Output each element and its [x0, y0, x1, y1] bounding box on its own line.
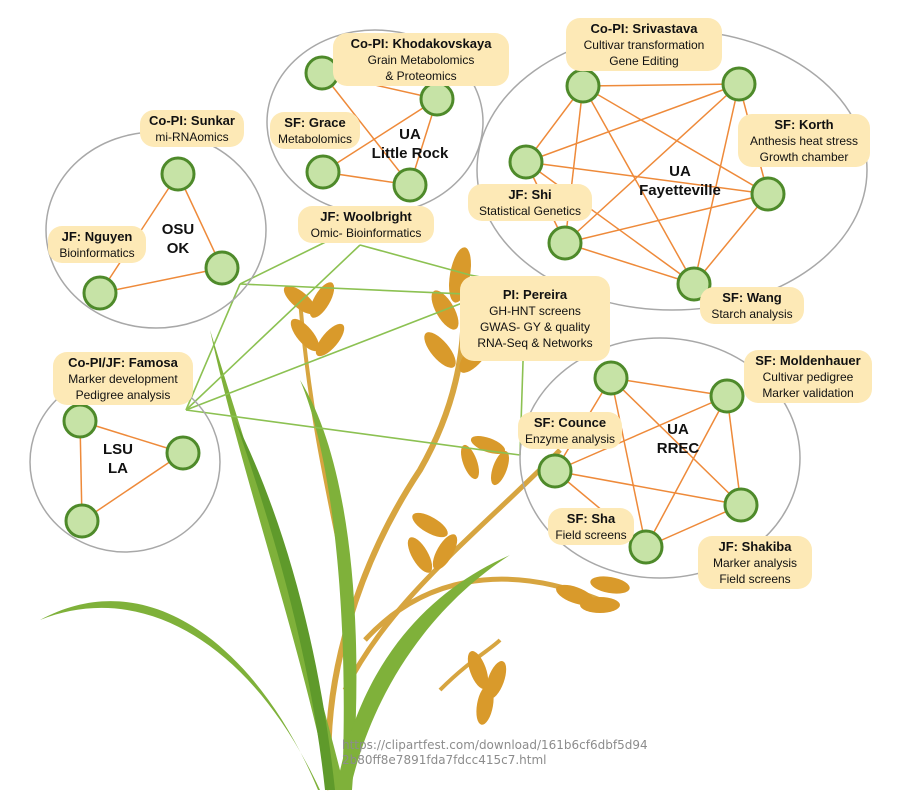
label-nguyen: JF: Nguyen Bioinformatics [48, 226, 146, 263]
label-korth: SF: Korth Anthesis heat stress Growth ch… [738, 114, 870, 167]
node-rrec-2 [709, 378, 745, 414]
khodakovskaya-line-2: & Proteomics [385, 69, 457, 83]
label-sha: SF: Sha Field screens [548, 508, 634, 545]
wang-title: SF: Wang [722, 290, 782, 305]
source-url: https://clipartfest.com/download/161b6cf… [342, 738, 648, 768]
site-ua-little-rock: UA Little Rock [350, 125, 470, 163]
label-sunkar: Co-PI: Sunkar mi-RNAomics [140, 110, 244, 147]
sha-line-1: Field screens [555, 528, 627, 542]
label-wang: SF: Wang Starch analysis [700, 287, 804, 324]
site-osu: OSU OK [148, 220, 208, 258]
pereira-line-1: GH-HNT screens [489, 304, 581, 318]
site-ua-fay-line1: UA [669, 163, 691, 180]
srivastava-line-2: Gene Editing [609, 54, 679, 68]
counce-line-1: Enzyme analysis [524, 432, 616, 446]
member-nodes [62, 55, 786, 565]
famosa-line-1: Marker development [68, 372, 178, 386]
node-rrec-4 [723, 487, 759, 523]
plant-illustration [40, 247, 630, 791]
woolbright-line-1: Omic- Bioinformatics [310, 226, 422, 240]
node-fay-2 [721, 66, 757, 102]
shakiba-line-1: Marker analysis [712, 556, 798, 570]
label-shakiba: JF: Shakiba Marker analysis Field screen… [698, 536, 812, 589]
khodakovskaya-line-1: Grain Metabolomics [367, 53, 475, 67]
korth-line-1: Anthesis heat stress [749, 134, 859, 148]
shi-title: JF: Shi [508, 187, 552, 202]
srivastava-title: Co-PI: Srivastava [590, 21, 698, 36]
moldenhauer-line-2: Marker validation [762, 386, 854, 400]
shakiba-line-2: Field screens [719, 572, 791, 586]
sha-title: SF: Sha [566, 511, 616, 526]
site-osu-line1: OSU [161, 221, 195, 238]
shi-line-1: Statistical Genetics [478, 204, 582, 218]
node-lsu-1 [62, 403, 98, 439]
node-lr-3 [305, 154, 341, 190]
site-ua-fay-line2: Fayetteville [639, 182, 721, 199]
node-rrec-3 [537, 453, 573, 489]
woolbright-title: JF: Woolbright [320, 209, 412, 224]
label-grace: SF: Grace Metabolomics [270, 112, 360, 149]
pereira-line-3: RNA-Seq & Networks [477, 336, 593, 350]
node-fay-3 [508, 144, 544, 180]
node-rrec-1 [593, 360, 629, 396]
srivastava-line-1: Cultivar transformation [583, 38, 705, 52]
label-counce: SF: Counce Enzyme analysis [518, 412, 622, 449]
source-url-line2: 2b80ff8e7891fda7fdcc415c7.html [342, 753, 547, 767]
label-pereira: PI: Pereira GH-HNT screens GWAS- GY & qu… [460, 276, 610, 361]
site-osu-line2: OK [166, 240, 190, 257]
site-clusters [29, 29, 868, 579]
shakiba-title: JF: Shakiba [718, 539, 792, 554]
pereira-title: PI: Pereira [502, 287, 568, 302]
label-khodakovskaya: Co-PI: Khodakovskaya Grain Metabolomics … [333, 33, 509, 86]
label-srivastava: Co-PI: Srivastava Cultivar transformatio… [566, 18, 722, 71]
famosa-title: Co-PI/JF: Famosa [68, 355, 178, 370]
label-moldenhauer: SF: Moldenhauer Cultivar pedigree Marker… [744, 350, 872, 403]
label-woolbright: JF: Woolbright Omic- Bioinformatics [298, 206, 434, 243]
site-ua-rrec-line1: UA [667, 421, 689, 438]
site-lsu-line1: LSU [103, 441, 133, 458]
node-lr-4 [392, 167, 428, 203]
nguyen-title: JF: Nguyen [61, 229, 133, 244]
node-fay-1 [565, 68, 601, 104]
node-rrec-5 [628, 529, 664, 565]
site-ua-lr-line1: UA [399, 126, 421, 143]
source-url-line1: https://clipartfest.com/download/161b6cf… [342, 738, 648, 752]
famosa-line-2: Pedigree analysis [75, 388, 171, 402]
label-shi: JF: Shi Statistical Genetics [468, 184, 592, 221]
sunkar-title: Co-PI: Sunkar [149, 113, 235, 128]
nguyen-line-1: Bioinformatics [59, 246, 135, 260]
node-fay-5 [547, 225, 583, 261]
node-osu-2 [204, 250, 240, 286]
korth-line-2: Growth chamber [759, 150, 849, 164]
site-ua-rrec: UA RREC [638, 420, 718, 458]
site-lsu-line2: LA [108, 460, 128, 477]
sunkar-line-1: mi-RNAomics [155, 130, 229, 144]
node-osu-3 [82, 275, 118, 311]
korth-title: SF: Korth [774, 117, 834, 132]
node-lr-2 [419, 81, 455, 117]
wang-line-1: Starch analysis [711, 307, 793, 321]
node-lsu-3 [64, 503, 100, 539]
site-lsu: LSU LA [88, 440, 148, 478]
moldenhauer-line-1: Cultivar pedigree [762, 370, 854, 384]
grace-title: SF: Grace [284, 115, 346, 130]
label-famosa: Co-PI/JF: Famosa Marker development Pedi… [53, 352, 193, 405]
node-osu-1 [160, 156, 196, 192]
grace-line-1: Metabolomics [277, 132, 353, 146]
site-ua-rrec-line2: RREC [656, 440, 700, 457]
moldenhauer-title: SF: Moldenhauer [755, 353, 861, 368]
site-ua-lr-line2: Little Rock [371, 145, 449, 162]
pereira-line-2: GWAS- GY & quality [479, 320, 591, 334]
site-ua-fayetteville: UA Fayetteville [620, 162, 740, 200]
counce-title: SF: Counce [533, 415, 607, 430]
node-lsu-2 [165, 435, 201, 471]
node-fay-4 [750, 176, 786, 212]
khodakovskaya-title: Co-PI: Khodakovskaya [350, 36, 492, 51]
